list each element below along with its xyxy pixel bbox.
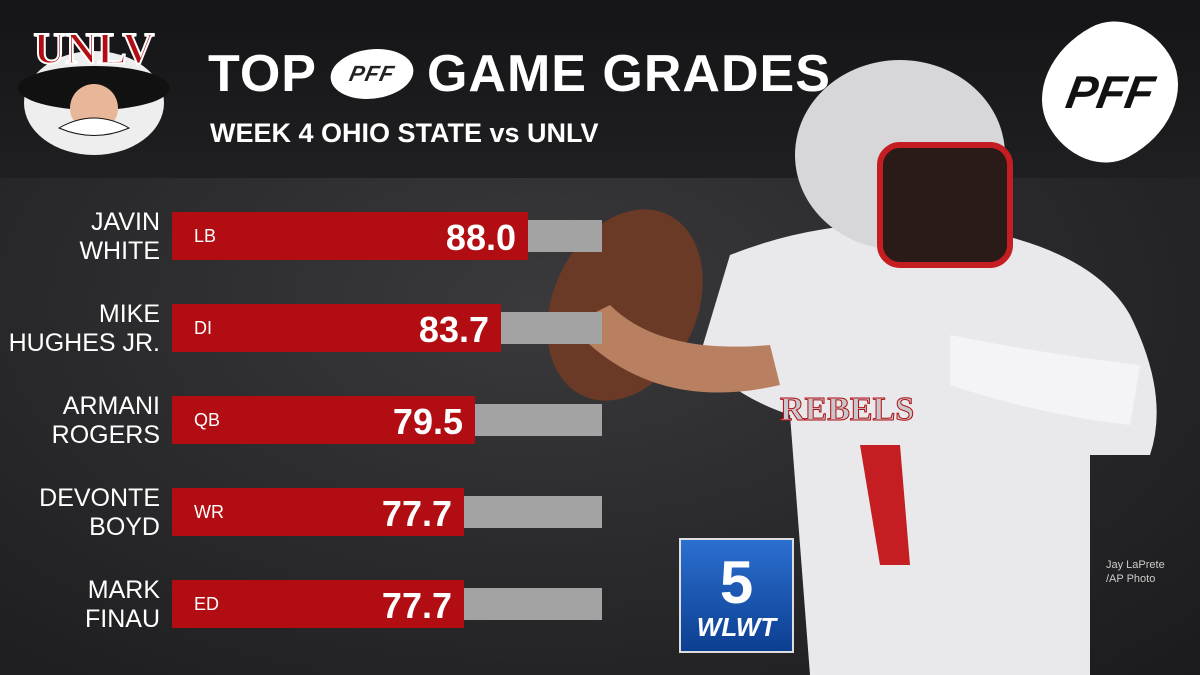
- name-line2: FINAU: [85, 605, 160, 633]
- name-line2: BOYD: [89, 513, 160, 541]
- name-line2: HUGHES JR.: [8, 329, 160, 357]
- credit-line2: /AP Photo: [1106, 573, 1156, 585]
- grade-bar: WR 77.7: [172, 488, 464, 536]
- name-line1: JAVIN: [91, 208, 160, 236]
- grade-bar: LB 88.0: [172, 212, 528, 260]
- position-label: DI: [194, 318, 212, 338]
- grade-value: 88.0: [445, 217, 516, 258]
- name-line1: MARK: [87, 576, 160, 604]
- grade-value: 83.7: [418, 309, 489, 350]
- unlv-logo: UNLV: [18, 23, 170, 155]
- name-line2: WHITE: [79, 237, 160, 265]
- pff-title-logo: PFF: [325, 49, 419, 99]
- grade-value: 77.7: [381, 493, 452, 534]
- title-top: TOP: [208, 45, 317, 103]
- photo-credit: Jay LaPrete /AP Photo: [1106, 558, 1165, 586]
- wlwt-logo: 5 WLWT: [679, 538, 794, 653]
- chart-row: DEVONTE BOYD WR 77.7: [0, 484, 620, 548]
- svg-text:REBELS: REBELS: [780, 391, 914, 428]
- name-line2: ROGERS: [51, 421, 160, 449]
- player-name: DEVONTE BOYD: [0, 484, 160, 542]
- player-name: MARK FINAU: [0, 576, 160, 634]
- channel-number: 5: [719, 549, 754, 616]
- player-name: MIKE HUGHES JR.: [0, 300, 160, 358]
- chart-row: MIKE HUGHES JR. DI 83.7: [0, 300, 620, 364]
- player-name: JAVIN WHITE: [0, 208, 160, 266]
- position-label: QB: [194, 410, 221, 430]
- player-name: ARMANI ROGERS: [0, 392, 160, 450]
- name-line1: MIKE: [98, 300, 160, 328]
- grade-bar: DI 83.7: [172, 304, 501, 352]
- credit-line1: Jay LaPrete: [1106, 559, 1165, 571]
- chart-row: MARK FINAU ED 77.7: [0, 576, 620, 640]
- pff-title-logo-text: PFF: [347, 61, 398, 86]
- subtitle: WEEK 4 OHIO STATE vs UNLV: [210, 118, 599, 148]
- position-label: LB: [194, 226, 217, 246]
- grade-value: 77.7: [381, 585, 452, 626]
- name-line1: ARMANI: [62, 392, 160, 420]
- chart-row: ARMANI ROGERS QB 79.5: [0, 392, 620, 456]
- grade-bar: ED 77.7: [172, 580, 464, 628]
- player-photo: REBELS: [547, 60, 1157, 675]
- position-label: ED: [194, 594, 220, 614]
- title-game-grades: GAME GRADES: [426, 45, 831, 103]
- call-sign: WLWT: [696, 612, 777, 642]
- page-title: TOP PFF GAME GRADES: [208, 44, 831, 104]
- chart-row: JAVIN WHITE LB 88.0: [0, 208, 620, 272]
- grade-value: 79.5: [392, 401, 463, 442]
- grade-bar: QB 79.5: [172, 396, 475, 444]
- svg-text:UNLV: UNLV: [34, 24, 155, 73]
- name-line1: DEVONTE: [39, 484, 160, 512]
- position-label: WR: [194, 502, 224, 522]
